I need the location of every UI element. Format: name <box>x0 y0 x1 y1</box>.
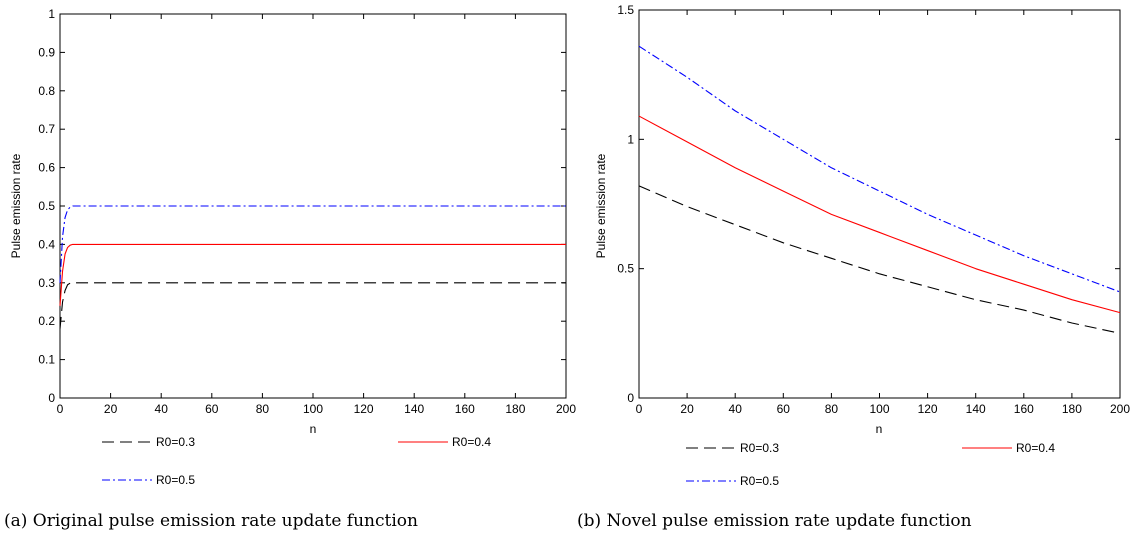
x-tick-label: 200 <box>1110 402 1130 416</box>
legend-a: R0=0.3 R0=0.4 R0=0.5 <box>102 435 491 487</box>
x-tick-label: 40 <box>155 402 169 416</box>
y-tick-label: 1.5 <box>617 3 634 17</box>
legend-label: R0=0.5 <box>156 473 195 487</box>
y-tick-label: 0.5 <box>617 262 634 276</box>
series-group-a <box>59 205 566 329</box>
x-tick-label: 180 <box>1062 402 1082 416</box>
legend-b: R0=0.3 R0=0.4 R0=0.5 <box>686 441 1055 488</box>
y-tick-label: 0.2 <box>38 314 55 328</box>
legend-label: R0=0.5 <box>740 474 779 488</box>
y-axis-label-b: Pulse emission rate <box>594 153 608 258</box>
x-tick-label: 140 <box>966 402 986 416</box>
x-tick-label: 200 <box>556 402 576 416</box>
y-tick-label: 1 <box>627 132 634 146</box>
x-tick-label: 80 <box>256 402 270 416</box>
ticks-a: 0 20 40 60 80 100 120 140 160 180 200 0 0.1 0.2 0.3 0.4… <box>38 7 576 416</box>
y-tick-label: 0.7 <box>38 122 55 136</box>
y-axis-label-a: Pulse emission rate <box>9 153 23 258</box>
legend-label: R0=0.4 <box>1016 441 1055 455</box>
chart-panel-b: 0 20 40 60 80 100 120 140 160 180 200 0 0.5 1 1.5 n Pu… <box>577 3 1130 531</box>
series-line-r0-0-3 <box>59 282 566 329</box>
y-tick-label: 0.5 <box>38 199 55 213</box>
x-tick-label: 20 <box>104 402 118 416</box>
ticks-b: 0 20 40 60 80 100 120 140 160 180 200 0 0.5 1 1.5 <box>617 3 1130 416</box>
x-tick-label: 160 <box>455 402 475 416</box>
x-tick-label: 160 <box>1014 402 1034 416</box>
y-tick-label: 0.3 <box>38 276 55 290</box>
legend-label: R0=0.3 <box>156 435 195 449</box>
x-tick-label: 180 <box>505 402 525 416</box>
x-tick-label: 120 <box>354 402 374 416</box>
y-tick-label: 0 <box>627 391 634 405</box>
y-tick-label: 0.4 <box>38 237 55 251</box>
x-tick-label: 60 <box>777 402 791 416</box>
x-tick-label: 140 <box>404 402 424 416</box>
series-line-r0-0-4 <box>59 243 566 306</box>
legend-label: R0=0.3 <box>740 441 779 455</box>
series-line-r0-0-5 <box>59 205 566 283</box>
caption-a: (a) Original pulse emission rate update … <box>4 511 418 531</box>
y-tick-label: 0.9 <box>38 45 55 59</box>
x-tick-label: 0 <box>57 402 64 416</box>
x-tick-label: 20 <box>680 402 694 416</box>
legend-label: R0=0.4 <box>452 435 491 449</box>
y-tick-label: 0.8 <box>38 84 55 98</box>
x-tick-label: 100 <box>303 402 323 416</box>
x-tick-label: 100 <box>869 402 889 416</box>
caption-b: (b) Novel pulse emission rate update fun… <box>577 511 972 531</box>
y-tick-label: 0.6 <box>38 161 55 175</box>
series-line-r0-0-5 <box>638 45 1121 293</box>
series-line-r0-0-4 <box>638 115 1121 314</box>
x-axis-label-b: n <box>876 422 883 436</box>
x-tick-label: 40 <box>729 402 743 416</box>
y-tick-label: 0.1 <box>38 353 55 367</box>
y-tick-label: 1 <box>48 7 55 21</box>
series-line-r0-0-3 <box>638 185 1121 334</box>
chart-panel-a: 0 20 40 60 80 100 120 140 160 180 200 0 0.1 0.2 0.3 0.4… <box>4 7 576 531</box>
plot-area-b <box>638 9 1121 399</box>
x-axis-label-a: n <box>310 422 317 436</box>
x-tick-label: 120 <box>918 402 938 416</box>
x-tick-label: 80 <box>825 402 839 416</box>
x-tick-label: 0 <box>636 402 643 416</box>
series-group-b <box>638 45 1121 334</box>
y-tick-label: 0 <box>48 391 55 405</box>
x-tick-label: 60 <box>205 402 219 416</box>
